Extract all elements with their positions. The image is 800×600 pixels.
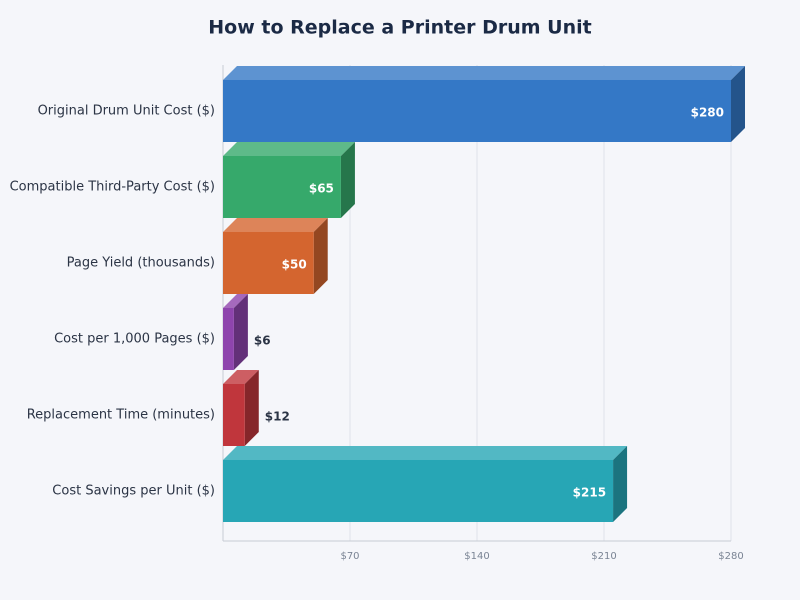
value-label: $215	[573, 486, 606, 500]
y-tick-label: Replacement Time (minutes)	[27, 408, 215, 423]
bar-side	[731, 66, 745, 142]
value-label: $50	[282, 258, 307, 272]
bar-side	[340, 142, 355, 218]
bar	[223, 308, 234, 370]
bar-top	[223, 294, 248, 308]
y-tick-label: Cost per 1,000 Pages ($)	[54, 332, 215, 347]
bar-side	[313, 218, 328, 294]
bar-top	[223, 142, 355, 156]
x-tick-label: $70	[340, 551, 359, 562]
x-tick-label: $210	[591, 551, 616, 562]
bar-side	[244, 370, 259, 446]
value-label: $12	[265, 410, 290, 424]
bar	[223, 232, 314, 294]
value-label: $65	[309, 182, 334, 196]
x-tick-label: $280	[718, 551, 743, 562]
bar-top	[223, 66, 745, 80]
bar-side	[233, 294, 248, 370]
y-tick-label: Original Drum Unit Cost ($)	[38, 104, 215, 119]
value-label: $280	[691, 106, 724, 120]
bar	[223, 156, 341, 218]
bar-top	[223, 218, 328, 232]
y-tick-label: Compatible Third-Party Cost ($)	[10, 180, 215, 195]
chart-title: How to Replace a Printer Drum Unit	[208, 17, 591, 39]
bar-side	[613, 446, 628, 522]
bar-top	[223, 446, 628, 460]
x-tick-label: $140	[464, 551, 489, 562]
bar	[223, 80, 731, 142]
y-tick-label: Cost Savings per Unit ($)	[52, 484, 215, 499]
y-tick-label: Page Yield (thousands)	[67, 256, 215, 271]
value-label: $6	[254, 334, 271, 348]
bar	[223, 384, 245, 446]
bar-top	[223, 370, 259, 384]
bar	[223, 460, 614, 522]
